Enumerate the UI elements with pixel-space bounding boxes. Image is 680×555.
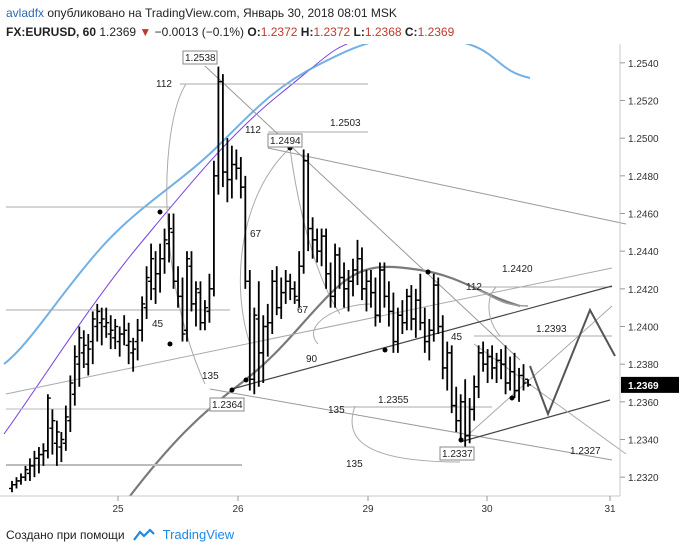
tradingview-logo-icon	[132, 527, 155, 541]
fib-arc	[313, 303, 371, 345]
annotation-label: 135	[202, 371, 219, 382]
annotation-label: 1.2364	[212, 400, 243, 411]
created-with: Создано при помощи	[6, 527, 125, 542]
ma-purple-line	[3, 44, 348, 435]
fib-arc	[351, 405, 461, 463]
price-label-box	[439, 446, 475, 461]
high-value: 1.2372	[313, 25, 351, 39]
drawing-tools	[3, 44, 627, 497]
pivot-dot	[458, 437, 464, 443]
y-tick-label: 1.2480	[628, 172, 659, 183]
annotation-label: 1.2538	[185, 53, 216, 64]
y-tick-label: 1.2540	[628, 59, 659, 70]
y-tick-label: 1.2500	[628, 134, 659, 145]
trend-line	[204, 65, 521, 361]
publish-info: опубликовано на TradingView.com, Январь …	[47, 6, 397, 20]
annotation-label: 1.2420	[502, 264, 533, 275]
fib-arc	[488, 286, 501, 337]
ohlc-bars	[9, 66, 531, 493]
annotation-label: 1.2393	[536, 324, 567, 335]
trend-line	[459, 305, 613, 443]
x-tick-label: 31	[604, 504, 616, 515]
ma-gray-line	[129, 265, 521, 497]
fib-arc	[289, 147, 341, 315]
pivot-dot	[382, 347, 388, 353]
annotation-label: 1.2355	[378, 395, 409, 406]
footer: Создано при помощи TradingView	[6, 527, 234, 542]
chart-header: avladfx опубликовано на TradingView.com,…	[6, 4, 454, 42]
low-value: 1.2368	[364, 25, 402, 39]
fib-arc	[166, 83, 206, 385]
y-tick-label: 1.2380	[628, 360, 659, 371]
y-tick-label: 1.2420	[628, 285, 659, 296]
pivot-dot	[229, 387, 235, 393]
high-label: H:	[300, 25, 314, 39]
price-chart[interactable]: 1.2540 1.2520 1.2500 1.2480 1.2460 1.2440 1.24…	[0, 44, 680, 520]
ma-gray-tail	[475, 288, 529, 307]
x-tick-label: 29	[362, 504, 374, 515]
price-label-box	[209, 397, 245, 412]
y-tick-label: 1.2340	[628, 436, 659, 447]
down-arrow-icon: ▼	[139, 25, 152, 39]
x-tick-label: 26	[232, 504, 244, 515]
trend-line	[473, 343, 627, 455]
ma-blue-line	[3, 44, 531, 365]
x-tick-label: 25	[112, 504, 124, 515]
annotation-label: 1.2503	[330, 118, 361, 129]
close-label: C:	[404, 25, 418, 39]
annotation-label: 135	[328, 405, 345, 416]
pivot-dot	[425, 269, 431, 275]
fib-arc	[239, 147, 291, 345]
pivot-dot	[157, 209, 163, 215]
price-label-box	[267, 133, 303, 148]
y-tick-label: 1.2440	[628, 247, 659, 258]
projection-path	[529, 307, 616, 417]
channel-line	[459, 399, 611, 443]
close-value: 1.2369	[417, 25, 455, 39]
annotation-label: 45	[152, 319, 164, 330]
annotation-label: 67	[250, 229, 262, 240]
x-tick-label: 30	[481, 504, 493, 515]
y-tick-label: 1.2360	[628, 398, 659, 409]
annotation-label: 1.2327	[570, 446, 601, 457]
trend-line	[209, 388, 613, 461]
last-price: 1.2369	[99, 25, 137, 39]
annotation-label: 1.2337	[442, 449, 473, 460]
current-price-tag	[621, 376, 679, 393]
trend-line	[267, 147, 627, 225]
open-label: O:	[247, 25, 261, 39]
y-tick-label: 1.2400	[628, 323, 659, 334]
annotation-labels: 1.2538 1.2494 1.2503 1.2420 1.2393 1.2364 1.23…	[152, 50, 601, 470]
trend-line	[5, 267, 613, 395]
pivot-dot	[509, 395, 515, 401]
price-axis: 1.2540 1.2520 1.2500 1.2480 1.2460 1.2440 1.24…	[619, 44, 679, 496]
low-label: L:	[353, 25, 365, 39]
channel-line	[231, 285, 613, 390]
annotation-label: 112	[245, 125, 261, 136]
annotation-label: 67	[297, 305, 309, 316]
price-change: −0.0013 (−0.1%)	[154, 25, 245, 39]
annotation-label: 45	[451, 332, 463, 343]
annotation-label: 112	[466, 282, 482, 293]
pivot-dot	[243, 377, 249, 383]
annotation-label: 1.2494	[270, 136, 301, 147]
author-link[interactable]: avladfx	[6, 6, 45, 20]
y-tick-label: 1.2320	[628, 473, 659, 484]
y-tick-label: 1.2520	[628, 97, 659, 108]
y-tick-label: 1.2460	[628, 210, 659, 221]
current-price-value: 1.2369	[628, 381, 659, 392]
open-value: 1.2372	[260, 25, 298, 39]
publish-line: avladfx опубликовано на TradingView.com,…	[6, 4, 454, 23]
annotation-label: 90	[306, 354, 318, 365]
symbol-label: FX:EURUSD, 60	[6, 25, 97, 39]
brand-link[interactable]: TradingView	[162, 527, 235, 542]
quote-line: FX:EURUSD, 60 1.2369 ▼ −0.0013 (−0.1%) O…	[6, 23, 454, 42]
pivot-dot	[167, 341, 173, 347]
price-label-box	[182, 50, 218, 65]
annotation-label: 135	[346, 459, 363, 470]
annotation-label: 112	[156, 79, 172, 90]
time-axis: 25 26 29 30 31	[0, 495, 620, 515]
